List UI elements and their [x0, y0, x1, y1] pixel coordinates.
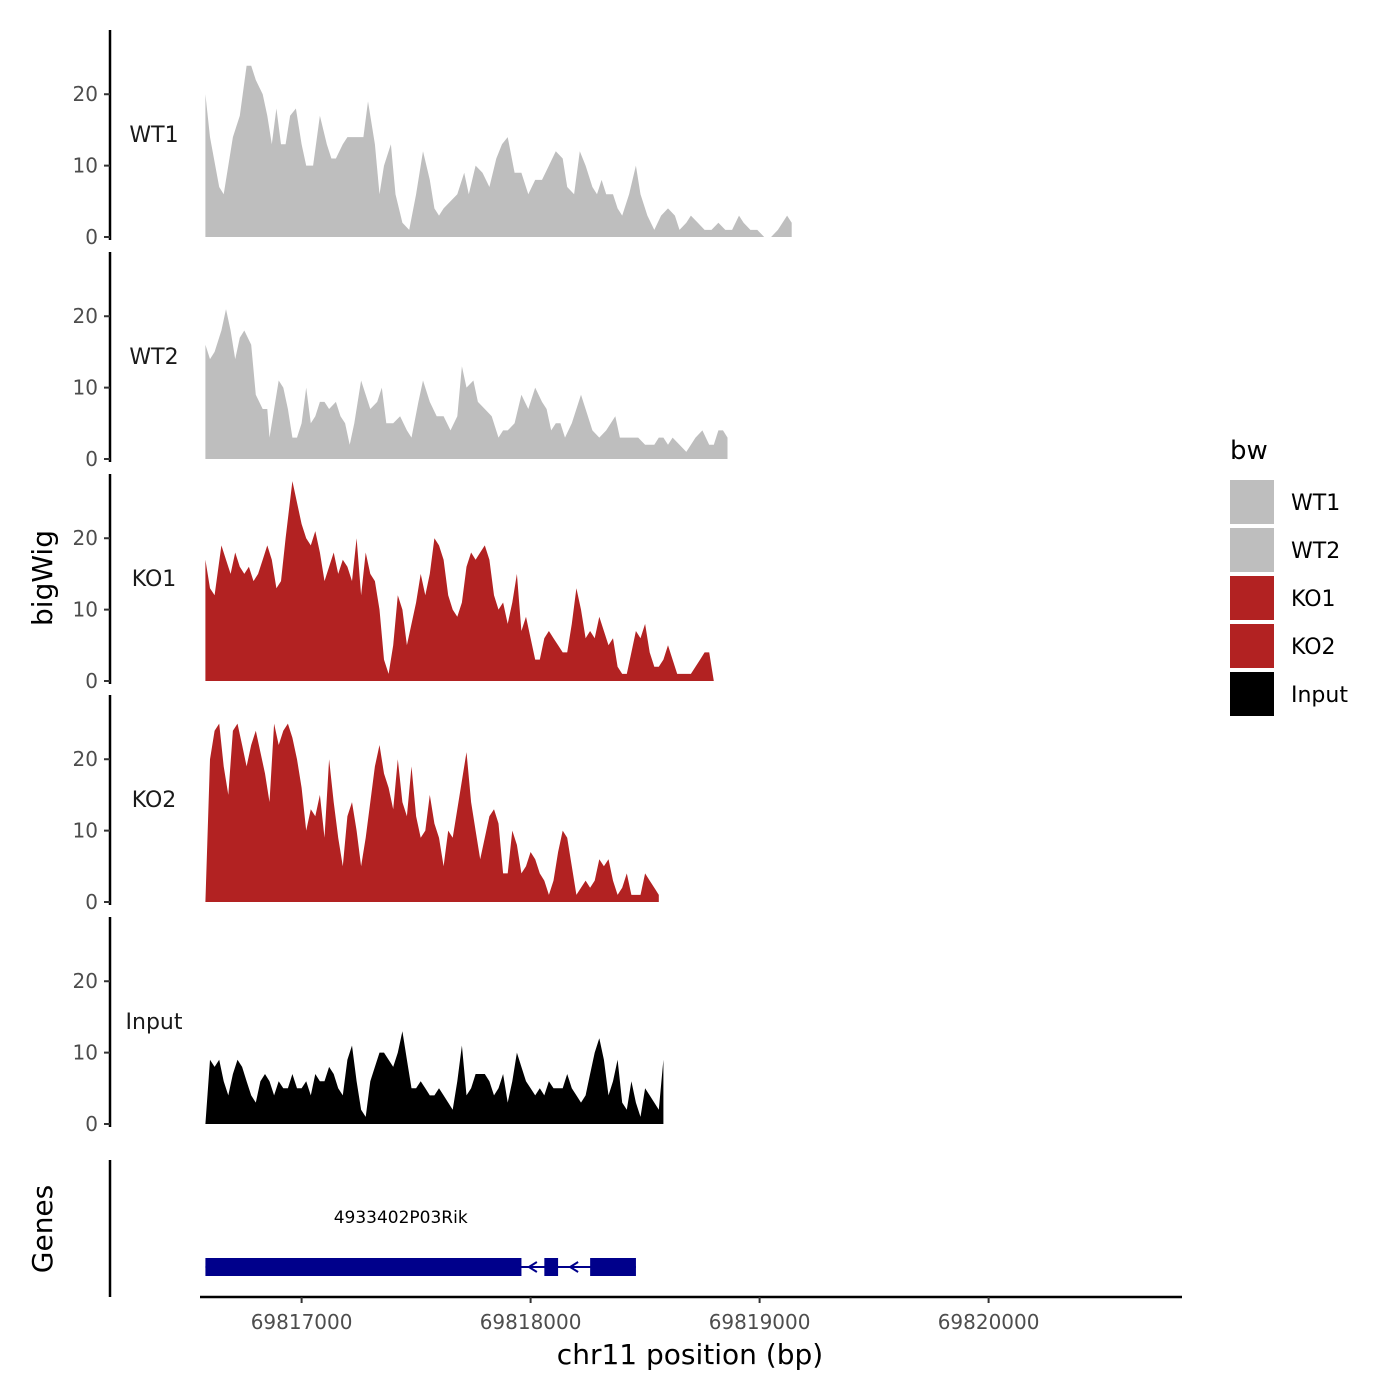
y-tick-label: 20 — [73, 304, 98, 328]
y-tick-label: 10 — [73, 598, 98, 622]
track-ko1: 0 10 20 KO1 — [73, 474, 714, 693]
legend-entries: WT1 WT2 KO1 KO2 Input — [1230, 480, 1348, 716]
gene-4933402p03rik: 4933402P03Rik — [205, 1208, 636, 1276]
signal-area-ko1 — [205, 481, 714, 681]
y-tick-label: 0 — [85, 890, 98, 914]
track-label: WT2 — [129, 345, 178, 370]
legend-swatch — [1230, 480, 1274, 524]
y-axis-title: bigWig — [26, 530, 59, 626]
y-tick-label: 20 — [73, 526, 98, 550]
legend-swatch — [1230, 576, 1274, 620]
legend-swatch — [1230, 528, 1274, 572]
y-tick-label: 0 — [85, 225, 98, 249]
legend-label: KO1 — [1291, 587, 1336, 612]
y-tick-label: 0 — [85, 1112, 98, 1136]
legend-item-wt1: WT1 — [1230, 480, 1340, 524]
legend-label: Input — [1291, 683, 1348, 708]
legend-title: bw — [1230, 436, 1268, 466]
gene-exon — [544, 1258, 559, 1276]
x-tick-label: 69820000 — [938, 1310, 1040, 1334]
legend-label: WT2 — [1291, 539, 1340, 564]
legend-item-ko2: KO2 — [1230, 624, 1336, 668]
tracks-layer: 0 10 20 WT1 0 10 20 WT2 0 10 20 KO1 0 10 20 KO2 0 10 20 Inp… — [73, 30, 792, 1136]
signal-area-ko2 — [205, 723, 659, 902]
track-label: WT1 — [129, 123, 178, 148]
gene-label: 4933402P03Rik — [334, 1208, 468, 1228]
x-tick-label: 69817000 — [251, 1310, 353, 1334]
gene-exon — [205, 1258, 522, 1276]
y-tick-label: 0 — [85, 669, 98, 693]
legend-label: KO2 — [1291, 635, 1336, 660]
genes-axis-title: Genes — [26, 1185, 59, 1273]
signal-area-wt1 — [205, 65, 792, 237]
legend-swatch — [1230, 672, 1274, 716]
legend-item-ko1: KO1 — [1230, 576, 1336, 620]
y-tick-label: 10 — [73, 1041, 98, 1065]
legend-item-wt2: WT2 — [1230, 528, 1340, 572]
legend-swatch — [1230, 624, 1274, 668]
x-tick-label: 69819000 — [709, 1310, 811, 1334]
legend-label: WT1 — [1291, 491, 1340, 516]
legend-item-input: Input — [1230, 672, 1348, 716]
track-wt2: 0 10 20 WT2 — [73, 252, 728, 471]
x-tick-label: 69818000 — [480, 1310, 582, 1334]
strand-arrow — [568, 1261, 579, 1273]
gene-track: 4933402P03Rik — [108, 1160, 636, 1297]
strand-arrow — [527, 1261, 538, 1273]
y-tick-label: 10 — [73, 819, 98, 843]
track-label: Input — [126, 1010, 183, 1035]
track-wt1: 0 10 20 WT1 — [73, 30, 792, 249]
gene-exon — [590, 1258, 636, 1276]
track-label: KO2 — [132, 788, 177, 813]
signal-area-wt2 — [205, 309, 728, 459]
x-axis-title: chr11 position (bp) — [557, 1338, 823, 1371]
x-axis: 69817000 69818000 69819000 69820000 — [200, 1295, 1182, 1334]
y-tick-label: 20 — [73, 747, 98, 771]
signal-area-input — [205, 1031, 664, 1124]
legend: bw WT1 WT2 KO1 KO2 Input — [1230, 436, 1348, 716]
track-label: KO1 — [132, 567, 177, 592]
y-tick-label: 10 — [73, 376, 98, 400]
y-tick-label: 10 — [73, 154, 98, 178]
track-input: 0 10 20 Input — [73, 917, 664, 1136]
y-tick-label: 0 — [85, 447, 98, 471]
y-tick-label: 20 — [73, 969, 98, 993]
y-tick-label: 20 — [73, 82, 98, 106]
track-ko2: 0 10 20 KO2 — [73, 695, 659, 914]
